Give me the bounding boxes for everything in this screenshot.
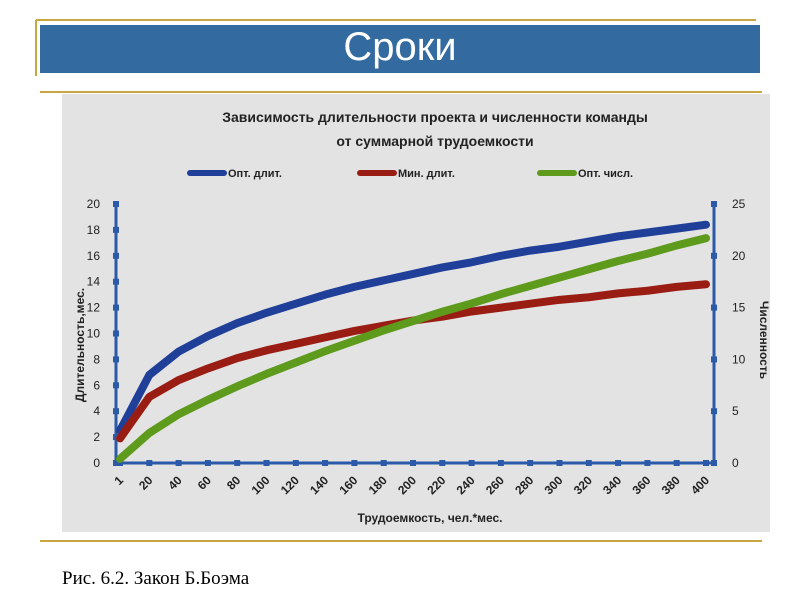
x-tick — [146, 460, 153, 466]
y-tick — [113, 382, 119, 389]
y2-tick-label: 20 — [732, 249, 746, 263]
series-line — [116, 234, 710, 463]
x-tick — [644, 460, 651, 466]
y2-tick-label: 15 — [732, 301, 746, 315]
x-tick — [585, 460, 592, 466]
x-tick — [527, 460, 534, 466]
y-tick — [113, 278, 119, 285]
x-tick — [322, 460, 329, 466]
y2-tick — [711, 304, 717, 311]
y-tick-label: 12 — [87, 301, 101, 315]
y-tick — [113, 356, 119, 363]
x-tick — [175, 460, 182, 466]
y-tick-label: 6 — [93, 378, 100, 392]
y-tick-label: 10 — [87, 327, 101, 341]
y-tick — [113, 226, 119, 233]
x-tick — [380, 460, 387, 466]
y2-tick — [711, 408, 717, 415]
y2-tick — [711, 460, 717, 466]
y2-tick — [711, 201, 717, 207]
x-tick — [673, 460, 680, 466]
chart-background — [62, 94, 770, 532]
y2-tick-label: 25 — [732, 197, 746, 211]
x-tick — [204, 460, 211, 466]
x-tick — [556, 460, 563, 466]
y-tick-label: 18 — [87, 223, 101, 237]
y-tick — [113, 434, 119, 441]
y2-tick — [711, 252, 717, 259]
y-tick-label: 20 — [87, 197, 101, 211]
title-bar — [40, 25, 760, 73]
x-tick — [234, 460, 241, 466]
x-tick — [117, 460, 123, 466]
x-tick — [615, 460, 622, 466]
y-tick — [113, 201, 119, 207]
y2-axis-label: Численность — [757, 301, 771, 379]
chart-title: Зависимость длительности проекта и числе… — [222, 109, 648, 125]
chart: Зависимость длительности проекта и числе… — [73, 109, 771, 525]
y-tick-label: 14 — [87, 275, 101, 289]
y2-tick-label: 0 — [732, 456, 739, 470]
y2-tick-label: 5 — [732, 404, 739, 418]
x-axis-label: Трудоемкость, чел.*мес. — [357, 511, 502, 525]
x-tick — [351, 460, 358, 466]
y-tick — [113, 460, 119, 466]
y2-tick — [711, 356, 717, 363]
y-tick-label: 2 — [93, 430, 100, 444]
y-tick — [113, 304, 119, 311]
caption: Рис. 6.2. Закон Б.Боэма — [62, 568, 250, 589]
legend-label: Опт. длит. — [228, 168, 282, 180]
x-tick — [410, 460, 416, 466]
chart-title: от суммарной трудоемкости — [336, 133, 533, 149]
y-tick-label: 0 — [93, 456, 100, 470]
y2-tick-label: 10 — [732, 352, 746, 366]
x-tick — [497, 460, 504, 466]
x-tick — [263, 460, 270, 466]
y-tick — [113, 408, 119, 415]
x-tick — [439, 460, 446, 466]
y-tick-label: 16 — [87, 249, 101, 263]
y-axis-label: Длительность,мес. — [73, 288, 87, 402]
y-tick — [113, 330, 119, 337]
x-tick — [468, 460, 475, 466]
series-line — [116, 220, 710, 435]
y-tick-label: 8 — [93, 352, 100, 366]
legend-label: Мин. длит. — [398, 168, 455, 180]
x-tick — [703, 460, 709, 466]
legend-label: Опт. числ. — [578, 168, 633, 180]
x-tick — [292, 460, 299, 466]
y-tick-label: 4 — [93, 404, 100, 418]
slide-title: Сроки — [343, 25, 456, 69]
y-tick — [113, 252, 119, 259]
